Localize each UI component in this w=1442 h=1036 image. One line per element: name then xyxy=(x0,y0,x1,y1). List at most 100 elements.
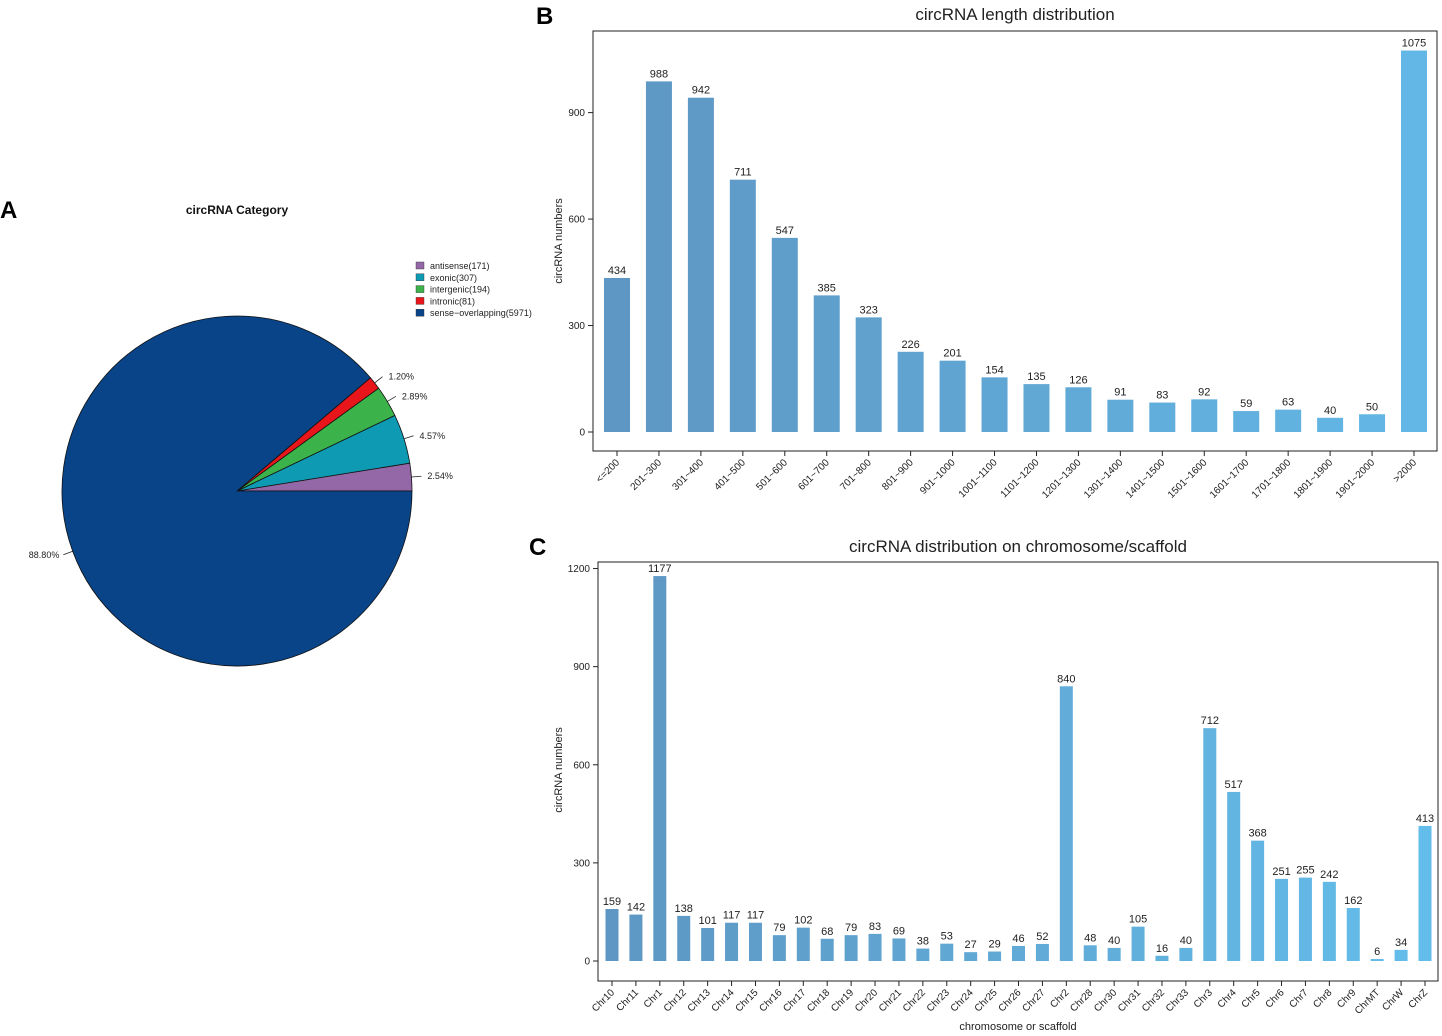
bar-Chr21 xyxy=(892,938,906,961)
bar-value-label: 83 xyxy=(1156,390,1168,402)
bar-1901~2000 xyxy=(1359,414,1386,432)
x-tick-label: 801~900 xyxy=(880,457,916,493)
bar-701~800 xyxy=(855,317,882,432)
bar-1401~1500 xyxy=(1149,402,1176,432)
bar-value-label: 135 xyxy=(1027,371,1045,383)
bar-value-label: 101 xyxy=(698,915,716,927)
bar-value-label: 59 xyxy=(1240,398,1252,410)
bar-Chr8 xyxy=(1322,881,1336,961)
x-tick-label: 701~800 xyxy=(838,457,874,493)
x-tick-label: Chr30 xyxy=(1092,987,1119,1014)
chart-b-bars: 434 988 942 711 547 385 323 226 201 154 135 126 91 83… xyxy=(604,38,1427,433)
y-tick-label: 1200 xyxy=(568,564,591,575)
bar-Chr3 xyxy=(1203,728,1217,961)
x-tick-label: Chr4 xyxy=(1216,987,1239,1010)
x-tick-label: 1501~1600 xyxy=(1166,457,1210,501)
x-tick-label: 601~700 xyxy=(796,457,832,493)
chromosome-distribution-chart: circRNA distribution on chromosome/scaff… xyxy=(553,537,1439,1033)
bar-Chr6 xyxy=(1275,878,1289,961)
bar-1701~1800 xyxy=(1275,409,1302,432)
bar-Chr1 xyxy=(653,576,667,961)
legend-label-intronic: intronic(81) xyxy=(430,296,475,306)
chart-c-y-axis: 0 300 600 900 1200 xyxy=(568,564,598,968)
pie-percent-label: 2.89% xyxy=(402,391,428,401)
bar-value-label: 46 xyxy=(1012,933,1024,945)
bar-Chr16 xyxy=(772,935,786,961)
x-tick-label: <=200 xyxy=(594,457,622,485)
bar-Chr26 xyxy=(1012,945,1025,961)
legend-label-antisense: antisense(171) xyxy=(430,261,490,271)
y-tick-label: 600 xyxy=(568,215,585,226)
bar-value-label: 201 xyxy=(943,348,961,360)
x-tick-label: Chr26 xyxy=(997,987,1024,1014)
bar-501~600 xyxy=(771,237,798,432)
bar-1101~1200 xyxy=(1023,384,1050,432)
x-tick-label: Chr21 xyxy=(877,987,904,1014)
bar-Chr33 xyxy=(1179,947,1193,961)
bar-value-label: 83 xyxy=(869,921,881,933)
bar-Chr15 xyxy=(748,922,762,961)
x-tick-label: Chr19 xyxy=(829,987,856,1014)
bar-Chr18 xyxy=(820,938,834,961)
bar-value-label: 50 xyxy=(1366,401,1378,413)
pie-leader-sense-overlapping xyxy=(63,550,73,556)
x-tick-label: 201~300 xyxy=(629,457,665,493)
x-tick-label: Chr24 xyxy=(949,987,976,1014)
y-tick-label: 600 xyxy=(573,760,590,771)
x-tick-label: Chr27 xyxy=(1020,987,1047,1014)
x-tick-label: Chr20 xyxy=(853,987,880,1014)
bar-value-label: 434 xyxy=(608,265,626,277)
y-tick-label: 900 xyxy=(568,108,585,119)
x-tick-label: Chr17 xyxy=(781,987,808,1014)
pie-title: circRNA Category xyxy=(186,203,289,217)
bar-value-label: 38 xyxy=(917,936,929,948)
bar-value-label: 29 xyxy=(988,939,1000,951)
bar-901~1000 xyxy=(939,360,966,432)
bar-Chr17 xyxy=(796,927,810,961)
bar-value-label: 712 xyxy=(1201,715,1219,727)
bar-value-label: 385 xyxy=(818,282,836,294)
x-tick-label: 501~600 xyxy=(754,457,790,493)
pie-chart: circRNA Category 2.54% 4.57% 2.89% 1.20% 88.… xyxy=(29,203,532,667)
bar-value-label: 53 xyxy=(941,931,953,943)
y-tick-label: 0 xyxy=(584,957,590,968)
y-tick-label: 0 xyxy=(579,428,585,439)
bar-1801~1900 xyxy=(1317,417,1344,432)
bar-301~400 xyxy=(687,97,714,433)
bar->2000 xyxy=(1401,50,1427,432)
legend-swatch-intergenic xyxy=(415,285,425,293)
panel-label-a: A xyxy=(0,197,17,224)
bar-Chr20 xyxy=(868,933,882,961)
pie-leader-antisense xyxy=(411,475,422,478)
bar-value-label: 368 xyxy=(1248,828,1266,840)
bar-601~700 xyxy=(813,295,840,432)
chart-c-title: circRNA distribution on chromosome/scaff… xyxy=(849,537,1187,556)
bar-value-label: 40 xyxy=(1108,935,1120,947)
bar-value-label: 988 xyxy=(650,68,668,80)
x-tick-label: 1901~2000 xyxy=(1334,457,1378,501)
bar-Chr14 xyxy=(725,922,739,961)
chart-b-y-axis: 0 300 600 900 xyxy=(568,108,593,439)
x-tick-label: Chr23 xyxy=(925,987,952,1014)
bar-value-label: 6 xyxy=(1374,946,1380,958)
x-tick-label: ChrW xyxy=(1380,987,1406,1013)
bar-value-label: 63 xyxy=(1282,397,1294,409)
pie-slices: 2.54% 4.57% 2.89% 1.20% 88.80% xyxy=(29,315,453,667)
bar-801~900 xyxy=(897,351,924,432)
pie-leader-exonic xyxy=(403,435,414,440)
pie-percent-label: 88.80% xyxy=(29,550,60,560)
x-tick-label: 1001~1100 xyxy=(957,457,1000,500)
bar-Chr24 xyxy=(964,952,978,961)
legend-label-exonic: exonic(307) xyxy=(430,273,477,283)
x-tick-label: Chr12 xyxy=(662,987,689,1014)
bar-1601~1700 xyxy=(1233,411,1260,432)
x-tick-label: Chr31 xyxy=(1116,987,1143,1014)
pie-percent-label: 2.54% xyxy=(427,471,453,481)
x-tick-label: Chr25 xyxy=(973,987,1000,1014)
bar-ChrW xyxy=(1394,949,1408,961)
bar-value-label: 126 xyxy=(1069,374,1087,386)
y-tick-label: 300 xyxy=(568,321,585,332)
x-tick-label: 1101~1200 xyxy=(999,457,1042,500)
